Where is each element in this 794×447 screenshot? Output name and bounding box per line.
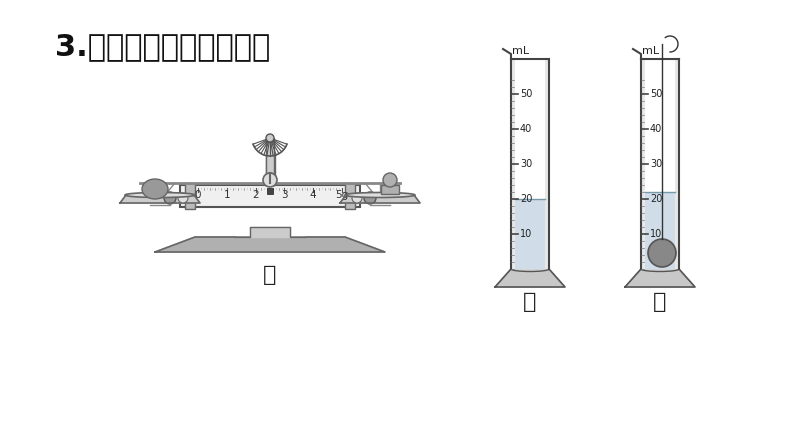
Text: 0: 0: [195, 190, 201, 200]
Text: 5g: 5g: [335, 190, 349, 200]
Polygon shape: [235, 227, 305, 237]
Bar: [515, 199, 545, 269]
Circle shape: [164, 192, 176, 204]
Bar: [185, 183, 195, 209]
Polygon shape: [625, 269, 695, 287]
Text: 30: 30: [650, 159, 662, 169]
Bar: [675, 59, 679, 269]
Text: mL: mL: [512, 46, 529, 56]
Circle shape: [364, 192, 376, 204]
Bar: [266, 138, 274, 173]
Polygon shape: [340, 195, 420, 203]
Ellipse shape: [511, 266, 549, 271]
Text: 丙: 丙: [653, 292, 667, 312]
Text: 3: 3: [281, 190, 287, 200]
Text: 甲: 甲: [264, 265, 276, 285]
Bar: [511, 59, 515, 269]
Text: 10: 10: [650, 229, 662, 239]
Ellipse shape: [641, 266, 679, 271]
Circle shape: [352, 193, 362, 203]
Text: 20: 20: [650, 194, 662, 204]
Text: 50: 50: [520, 89, 532, 99]
Ellipse shape: [125, 193, 195, 198]
Text: 10: 10: [520, 229, 532, 239]
Circle shape: [383, 173, 397, 187]
Text: 4: 4: [310, 190, 317, 200]
Polygon shape: [495, 269, 565, 287]
Text: 2: 2: [252, 190, 259, 200]
Circle shape: [648, 239, 676, 267]
Bar: [345, 183, 355, 209]
Bar: [641, 59, 645, 269]
Circle shape: [178, 193, 188, 203]
Text: 40: 40: [520, 124, 532, 134]
Text: 3.实验：测量固体的密度: 3.实验：测量固体的密度: [55, 32, 270, 61]
Text: 1: 1: [223, 190, 230, 200]
Ellipse shape: [345, 193, 415, 198]
Bar: [545, 59, 549, 269]
Bar: [381, 185, 399, 194]
Bar: [645, 192, 675, 269]
Ellipse shape: [142, 179, 168, 199]
Text: 40: 40: [650, 124, 662, 134]
Text: mL: mL: [642, 46, 659, 56]
Bar: [168, 194, 186, 202]
Circle shape: [266, 134, 274, 142]
Text: 20: 20: [520, 194, 532, 204]
Text: 30: 30: [520, 159, 532, 169]
Circle shape: [263, 173, 277, 187]
Polygon shape: [120, 195, 200, 203]
Bar: [180, 185, 360, 207]
Polygon shape: [155, 237, 385, 252]
Bar: [354, 194, 372, 202]
Bar: [267, 188, 273, 194]
Text: 50: 50: [650, 89, 662, 99]
Text: 乙: 乙: [523, 292, 537, 312]
Bar: [265, 155, 275, 185]
